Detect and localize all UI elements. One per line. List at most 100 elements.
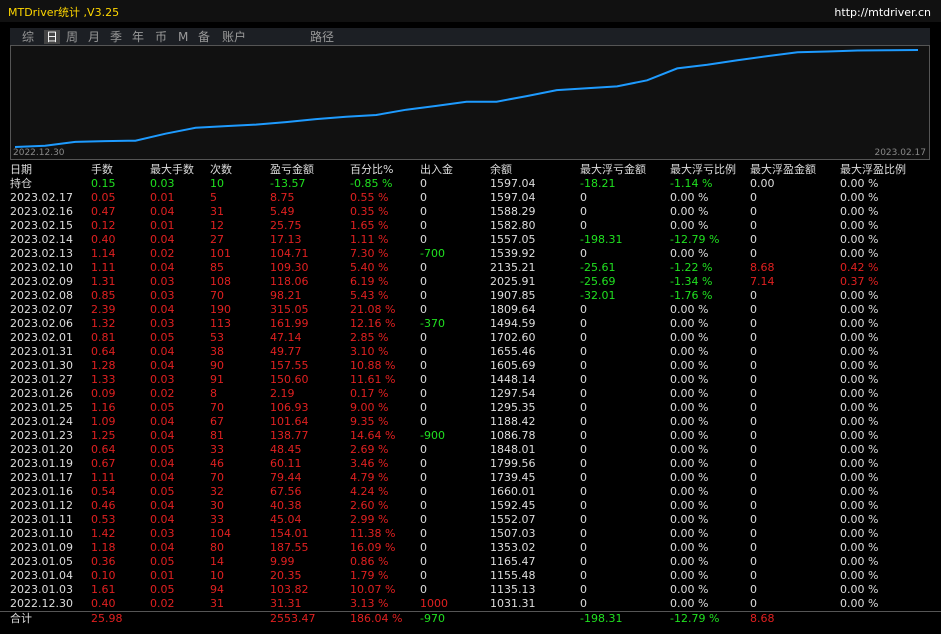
cell: 70 [210,289,224,302]
cell: 1494.59 [490,317,536,330]
cell: 46 [210,457,224,470]
cell: 0.00 % [840,597,879,610]
tab[interactable]: 路径 [310,30,335,44]
cell: 0.00 % [840,513,879,526]
cell: 0 [580,499,587,512]
cell: 7.14 [750,275,775,288]
cell: 154.01 [270,527,309,540]
cell: 1.28 [91,359,116,372]
cell: 0.00 [750,177,775,190]
tab[interactable]: 年 [132,30,145,44]
cell: 0 [580,443,587,456]
cell: 0.05 [150,485,175,498]
cell: 0 [420,345,427,358]
cell: 1539.92 [490,247,536,260]
cell: 0.00 % [670,415,709,428]
cell: 0.00 % [670,345,709,358]
cell: 1448.14 [490,373,536,386]
cell: 150.60 [270,373,309,386]
cell: 2.19 [270,387,295,400]
cell: 0.03 [150,177,175,190]
cell: 0.40 [91,233,116,246]
cell: 60.11 [270,457,302,470]
cell: 0.04 [150,457,175,470]
cell: 0.00 % [840,471,879,484]
cell: 0 [750,499,757,512]
cell: -1.34 % [670,275,713,288]
cell: 0 [420,569,427,582]
row-date: 2023.02.17 [10,191,73,204]
cell: 0.46 [91,499,116,512]
cell: 0 [750,359,757,372]
cell: 0.04 [150,471,175,484]
cell: 0 [580,569,587,582]
column-header: 最大浮盈金额 [750,163,816,176]
cell: 0.37 % [840,275,879,288]
cell: 157.55 [270,359,309,372]
cell: 8 [210,387,217,400]
cell: 109.30 [270,261,309,274]
tab[interactable]: 备 [198,30,211,44]
cell: 0 [750,555,757,568]
cell: 0.15 [91,177,116,190]
column-header: 最大浮亏比例 [670,163,736,176]
cell: 0.00 % [670,485,709,498]
cell: 0 [750,513,757,526]
cell: 67.56 [270,485,302,498]
cell: -32.01 [580,289,616,302]
cell: 0.04 [150,541,175,554]
tab[interactable]: 季 [110,30,123,44]
total-cell: 25.98 [91,612,123,625]
cell: 1.42 [91,527,116,540]
cell: 98.21 [270,289,302,302]
cell: 187.55 [270,541,309,554]
cell: 1086.78 [490,429,536,442]
cell: 47.14 [270,331,302,344]
tab[interactable]: 日 [44,30,61,44]
cell: 0 [420,233,427,246]
cell: 0.85 [91,289,116,302]
row-date: 2023.02.06 [10,317,73,330]
cell: 10 [210,569,224,582]
row-date: 2023.01.24 [10,415,73,428]
cell: 0.40 [91,597,116,610]
url[interactable]: http://mtdriver.cn [834,6,931,19]
row-date: 2023.01.20 [10,443,73,456]
cell: 0.01 [150,219,175,232]
cell: 67 [210,415,224,428]
cell: 104 [210,527,231,540]
tab[interactable]: 月 [88,30,101,44]
cell: 33 [210,443,224,456]
column-header: 手数 [91,163,113,176]
tab[interactable]: 周 [66,30,79,44]
tab[interactable]: 币 [155,30,168,44]
cell: 0.00 % [840,583,879,596]
cell: 0.00 % [670,317,709,330]
start-label: 2022.12.30 [13,148,65,158]
cell: 14 [210,555,224,568]
row-date: 2023.01.17 [10,471,73,484]
cell: 0.00 % [840,331,879,344]
cell: 1655.46 [490,345,536,358]
cell: 0.05 [150,331,175,344]
cell: 8.68 [750,261,775,274]
cell: 0.02 [150,247,175,260]
cell: 0 [420,485,427,498]
cell: 1597.04 [490,191,536,204]
cell: 0 [420,401,427,414]
tab[interactable]: 账户 [222,30,247,44]
tab[interactable]: M [178,30,189,44]
cell: 0.03 [150,289,175,302]
cell: 0 [750,317,757,330]
column-header: 最大手数 [150,163,194,176]
cell: 1588.29 [490,205,536,218]
cell: 0.01 [150,191,175,204]
row-date: 持仓 [10,177,32,190]
cell: 0 [580,373,587,386]
cell: 1.79 % [350,569,389,582]
row-date: 2023.01.25 [10,401,73,414]
cell: 0.00 % [840,205,879,218]
tab[interactable]: 综 [22,30,35,44]
cell: 20.35 [270,569,302,582]
cell: 0.00 % [840,443,879,456]
